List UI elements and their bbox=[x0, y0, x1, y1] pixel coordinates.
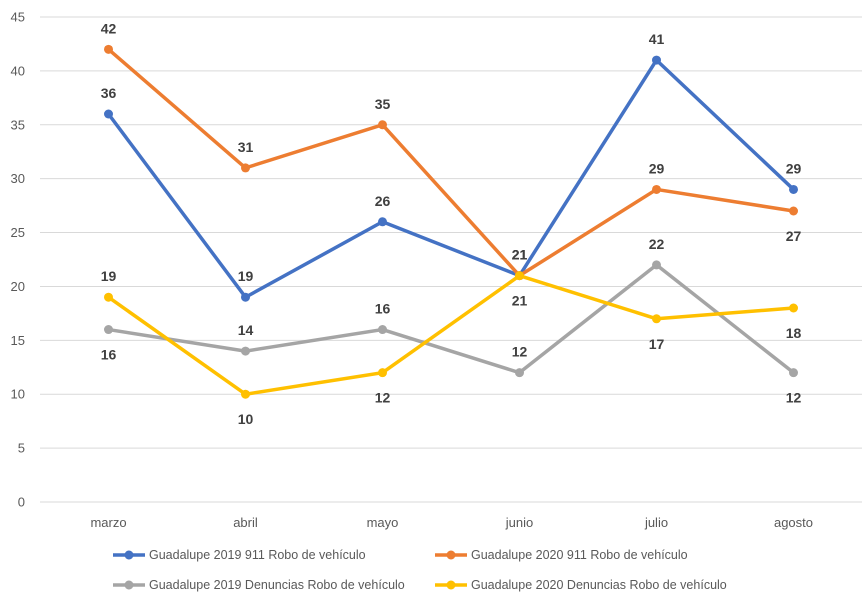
data-label: 22 bbox=[649, 236, 665, 252]
y-tick-label: 20 bbox=[11, 279, 25, 294]
legend-label: Guadalupe 2019 Denuncias Robo de vehícul… bbox=[149, 578, 405, 592]
data-label: 12 bbox=[786, 390, 802, 406]
data-label: 12 bbox=[512, 344, 528, 360]
data-label: 41 bbox=[649, 31, 665, 47]
data-label: 21 bbox=[512, 247, 528, 263]
legend-swatch-marker bbox=[124, 580, 134, 590]
legend-item: Guadalupe 2020 911 Robo de vehículo bbox=[435, 548, 688, 562]
legend-label: Guadalupe 2019 911 Robo de vehículo bbox=[149, 548, 366, 562]
y-tick-label: 5 bbox=[18, 441, 25, 456]
legend-item: Guadalupe 2019 Denuncias Robo de vehícul… bbox=[113, 578, 405, 592]
x-tick-label: junio bbox=[505, 515, 533, 530]
legend-label: Guadalupe 2020 911 Robo de vehículo bbox=[471, 548, 688, 562]
data-label: 16 bbox=[101, 347, 117, 363]
data-point bbox=[515, 368, 524, 378]
data-point bbox=[241, 163, 250, 173]
data-point bbox=[652, 184, 661, 194]
series-lines bbox=[104, 44, 798, 399]
data-point bbox=[652, 260, 661, 270]
data-point bbox=[378, 120, 387, 130]
data-label: 29 bbox=[649, 160, 665, 176]
data-label: 21 bbox=[512, 293, 528, 309]
x-axis-ticks: marzo abril mayo junio julio agosto bbox=[90, 515, 813, 530]
data-label: 19 bbox=[238, 268, 254, 284]
legend-label: Guadalupe 2020 Denuncias Robo de vehícul… bbox=[471, 578, 727, 592]
data-point bbox=[104, 109, 113, 119]
series-line bbox=[106, 273, 796, 396]
data-point bbox=[104, 44, 113, 54]
y-tick-label: 35 bbox=[11, 117, 25, 132]
data-point bbox=[241, 292, 250, 302]
data-point bbox=[241, 389, 250, 399]
data-label: 10 bbox=[238, 411, 254, 427]
y-tick-label: 25 bbox=[11, 225, 25, 240]
x-tick-label: julio bbox=[644, 515, 668, 530]
y-tick-label: 15 bbox=[11, 333, 25, 348]
data-label: 35 bbox=[375, 96, 391, 112]
data-point bbox=[789, 303, 798, 313]
series-group bbox=[104, 271, 798, 399]
data-point bbox=[378, 217, 387, 227]
x-tick-label: agosto bbox=[774, 515, 813, 530]
legend: Guadalupe 2019 911 Robo de vehículo Guada… bbox=[113, 548, 727, 592]
y-tick-label: 30 bbox=[11, 171, 25, 186]
data-label: 16 bbox=[375, 301, 391, 317]
data-point bbox=[378, 325, 387, 335]
data-label: 27 bbox=[786, 228, 802, 244]
data-point bbox=[104, 325, 113, 335]
y-axis-ticks: 0 5 10 15 20 25 30 35 40 45 bbox=[11, 10, 25, 510]
x-tick-label: mayo bbox=[367, 515, 399, 530]
legend-swatch-marker bbox=[446, 550, 456, 560]
data-point bbox=[515, 271, 524, 281]
legend-swatch-marker bbox=[124, 550, 134, 560]
data-point bbox=[789, 368, 798, 378]
data-point bbox=[104, 292, 113, 302]
series-line bbox=[106, 58, 796, 299]
series-line bbox=[106, 47, 796, 278]
y-tick-label: 45 bbox=[11, 10, 25, 25]
data-label: 31 bbox=[238, 139, 254, 155]
gridlines bbox=[40, 16, 862, 503]
data-label: 12 bbox=[375, 390, 391, 406]
data-point bbox=[789, 206, 798, 216]
legend-item: Guadalupe 2020 Denuncias Robo de vehícul… bbox=[435, 578, 727, 592]
data-point bbox=[652, 314, 661, 324]
data-label: 36 bbox=[101, 85, 117, 101]
data-point bbox=[789, 184, 798, 194]
series-group bbox=[104, 44, 798, 281]
y-tick-label: 40 bbox=[11, 63, 25, 78]
data-labels: 36 19 26 21 41 29 42 31 35 21 29 27 16 14 16 12 22 12 19 10… bbox=[101, 20, 802, 427]
data-label: 21 bbox=[512, 247, 528, 263]
data-point bbox=[241, 346, 250, 356]
x-tick-label: abril bbox=[233, 515, 258, 530]
y-tick-label: 10 bbox=[11, 387, 25, 402]
data-point bbox=[378, 368, 387, 378]
data-label: 19 bbox=[101, 268, 117, 284]
legend-swatch-marker bbox=[446, 580, 456, 590]
data-label: 14 bbox=[238, 322, 254, 338]
y-tick-label: 0 bbox=[18, 495, 25, 510]
series-line bbox=[106, 263, 796, 375]
data-label: 42 bbox=[101, 20, 117, 36]
data-label: 26 bbox=[375, 193, 391, 209]
series-group bbox=[104, 260, 798, 378]
data-label: 18 bbox=[786, 325, 802, 341]
data-label: 17 bbox=[649, 336, 665, 352]
data-label: 29 bbox=[786, 160, 802, 176]
x-tick-label: marzo bbox=[90, 515, 126, 530]
data-point bbox=[652, 55, 661, 65]
legend-item: Guadalupe 2019 911 Robo de vehículo bbox=[113, 548, 366, 562]
